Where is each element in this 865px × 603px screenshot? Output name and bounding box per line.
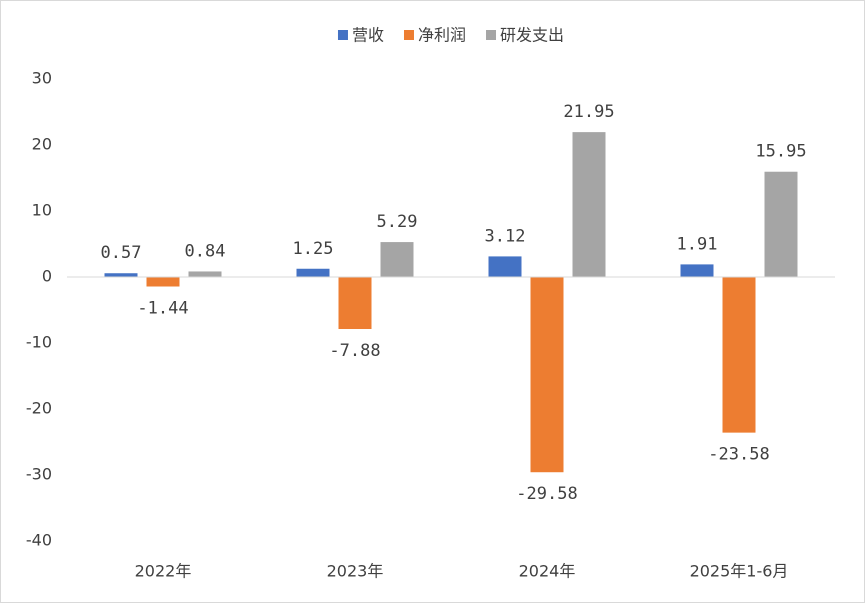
y-tick-label: 30 — [32, 69, 52, 88]
data-label: 5.29 — [377, 212, 418, 232]
bar — [722, 277, 756, 433]
bar — [680, 264, 714, 277]
data-label: 1.91 — [677, 234, 718, 254]
bar — [572, 132, 606, 277]
data-label: 0.84 — [185, 241, 226, 261]
data-label: 3.12 — [485, 226, 526, 246]
bar — [530, 277, 564, 473]
bar — [296, 268, 330, 277]
bar — [146, 277, 180, 287]
legend-label: 营收 — [352, 26, 384, 45]
bar — [380, 242, 414, 277]
legend-label: 研发支出 — [500, 26, 564, 45]
bar — [188, 271, 222, 277]
data-label: 0.57 — [101, 243, 142, 263]
legend-swatch — [337, 30, 348, 40]
y-tick-label: -30 — [26, 465, 52, 484]
data-label: -29.58 — [516, 484, 577, 504]
x-tick-label: 2024年 — [519, 562, 576, 581]
y-tick-label: -10 — [26, 333, 52, 352]
x-tick-label: 2023年 — [327, 562, 384, 581]
legend-swatch — [403, 30, 414, 40]
data-label: -1.44 — [137, 299, 188, 319]
data-label: 15.95 — [755, 142, 806, 162]
y-tick-label: -20 — [26, 399, 52, 418]
y-tick-label: 10 — [32, 201, 52, 220]
data-label: -7.88 — [329, 341, 380, 361]
bar — [104, 273, 138, 277]
bar — [338, 277, 372, 330]
bar — [764, 171, 798, 277]
data-label: 1.25 — [293, 239, 334, 259]
legend-label: 净利润 — [418, 26, 466, 45]
x-tick-label: 2022年 — [135, 562, 192, 581]
data-label: -23.58 — [708, 445, 769, 465]
data-label: 21.95 — [563, 102, 614, 122]
y-tick-label: -40 — [26, 531, 52, 550]
bar — [488, 256, 522, 277]
y-tick-label: 20 — [32, 135, 52, 154]
x-tick-label: 2025年1-6月 — [690, 562, 789, 581]
y-tick-label: 0 — [42, 267, 52, 286]
legend-swatch — [486, 30, 497, 40]
